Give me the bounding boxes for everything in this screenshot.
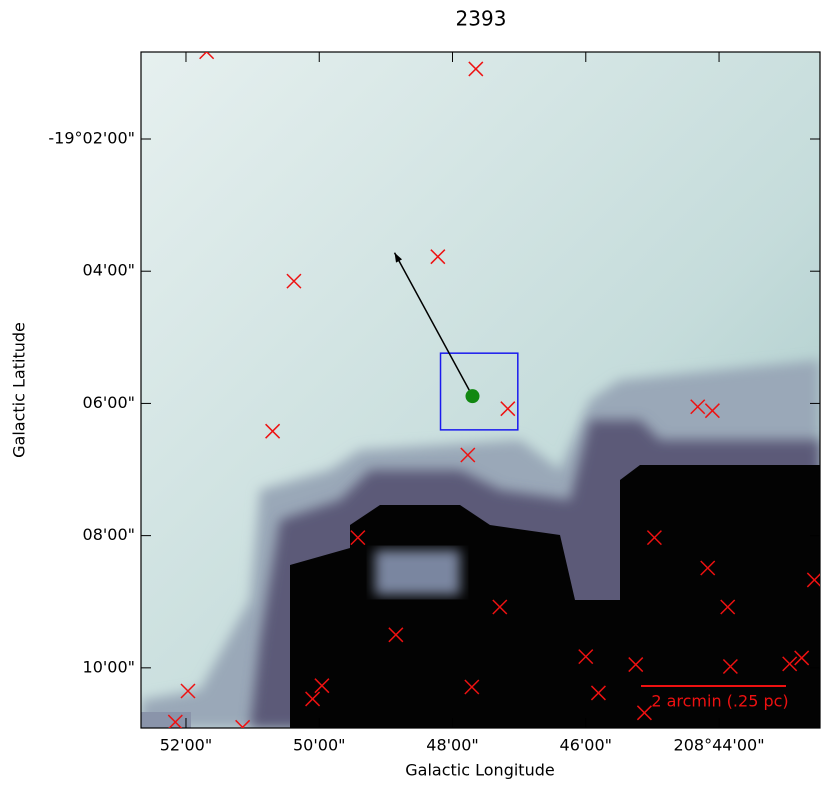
- plot-frame: [140, 51, 821, 729]
- x-tick-label: 52'00": [160, 736, 212, 755]
- star-marker: [286, 273, 302, 289]
- star-marker: [388, 627, 404, 643]
- star-marker: [468, 61, 484, 77]
- y-tick-label: 10'00": [83, 657, 135, 676]
- arrow: [393, 252, 474, 397]
- star-marker: [636, 705, 652, 721]
- y-tick-label: -19°02'00": [48, 128, 135, 147]
- star-marker: [700, 560, 716, 576]
- x-tick-label: 50'00": [293, 736, 345, 755]
- star-marker: [265, 423, 281, 439]
- star-marker: [500, 401, 516, 417]
- star-marker: [590, 685, 606, 701]
- star-marker: [704, 403, 720, 419]
- star-marker: [350, 530, 366, 546]
- x-tick-label: 46'00": [560, 736, 612, 755]
- source-point: [465, 389, 480, 404]
- sky-image: [141, 52, 820, 728]
- scale-bar-label: 2 arcmin (.25 pc): [651, 692, 788, 711]
- star-marker: [492, 599, 508, 615]
- star-marker: [314, 678, 330, 694]
- star-marker: [305, 691, 321, 707]
- x-tick-label: 48'00": [426, 736, 478, 755]
- star-marker: [720, 599, 736, 615]
- star-marker: [460, 447, 476, 463]
- star-marker: [167, 714, 183, 728]
- y-tick-label: 08'00": [83, 525, 135, 544]
- star-marker: [628, 657, 644, 673]
- arrow-head: [394, 252, 403, 263]
- star-marker: [199, 52, 215, 60]
- star-marker: [646, 530, 662, 546]
- star-marker: [690, 399, 706, 415]
- chart-title: 2393: [456, 7, 507, 31]
- x-tick-label: 208°44'00": [674, 736, 765, 755]
- y-tick-label: 04'00": [83, 261, 135, 280]
- y-axis-label: Galactic Latitude: [10, 322, 29, 458]
- target-box: [439, 352, 519, 431]
- star-marker: [806, 572, 820, 588]
- star-marker: [578, 649, 594, 665]
- y-tick-label: 06'00": [83, 393, 135, 412]
- star-marker: [180, 683, 196, 699]
- star-marker: [464, 679, 480, 695]
- star-marker: [722, 658, 738, 675]
- star-marker: [235, 719, 251, 728]
- star-marker: [430, 249, 446, 265]
- star-marker: [782, 656, 798, 672]
- star-marker: [794, 650, 810, 666]
- x-axis-label: Galactic Longitude: [405, 761, 554, 780]
